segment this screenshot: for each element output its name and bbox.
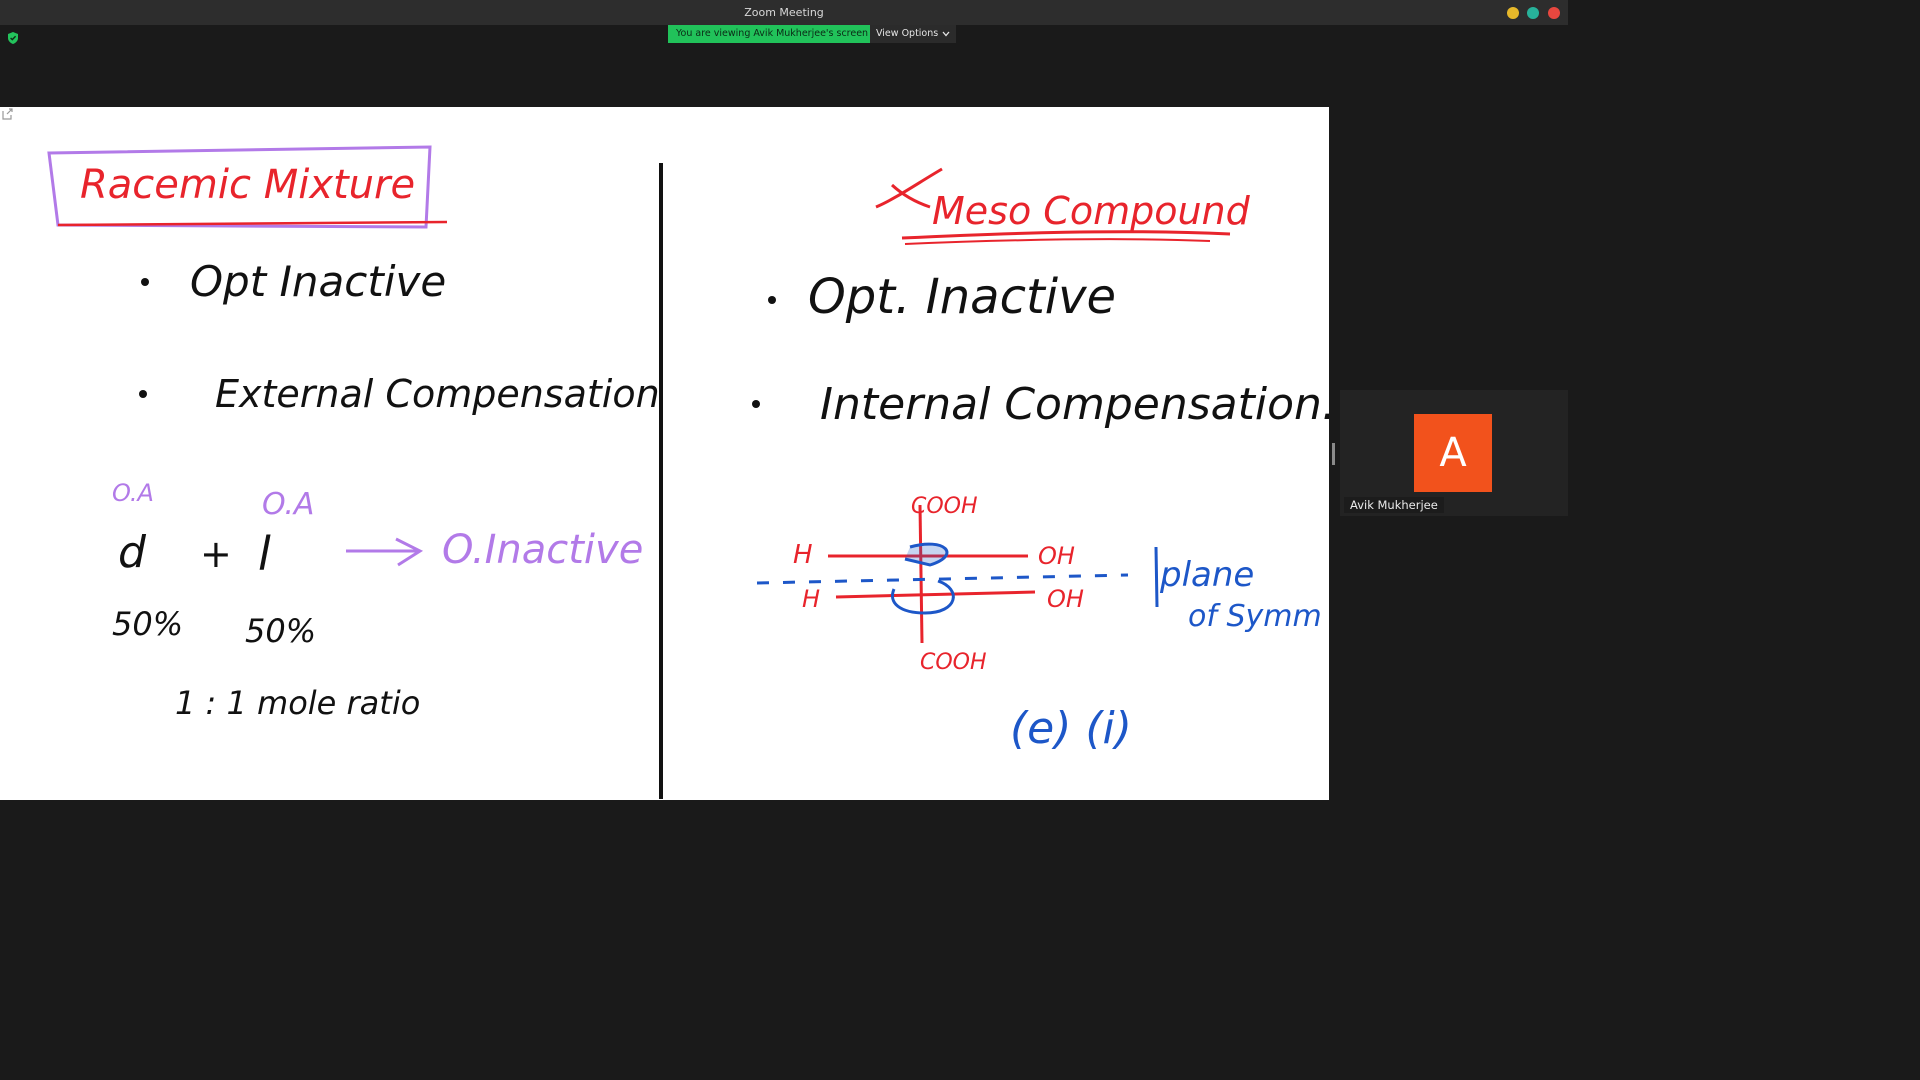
label-oa-d: O.A [112, 479, 154, 507]
view-options-button[interactable]: View Options [870, 25, 957, 43]
cooh-top: COOH [911, 494, 978, 519]
percent-l: 50% [245, 612, 317, 650]
bullet-dot [752, 400, 760, 408]
bullet-dot [141, 278, 149, 286]
meso-label: (e) (i) [1010, 703, 1132, 754]
bullet-dot [139, 390, 147, 398]
close-button[interactable] [1548, 7, 1560, 19]
plane-label: plane [1160, 555, 1255, 595]
avatar[interactable]: A [1414, 414, 1492, 492]
encryption-shield-icon[interactable] [6, 31, 20, 45]
left-bullet-external-compensation: External Compensation [215, 372, 660, 416]
bullet-dot [768, 296, 776, 304]
optically-inactive-result: O.Inactive [442, 527, 644, 573]
right-bullet-opt-inactive: Opt. Inactive [808, 269, 1117, 325]
racemic-mixture-title: Racemic Mixture [80, 162, 416, 208]
window-titlebar: Zoom Meeting [0, 0, 1568, 25]
mole-ratio: 1 : 1 mole ratio [175, 684, 421, 722]
share-annotation-icon[interactable] [0, 107, 14, 121]
letter-d: d [118, 527, 146, 578]
h-upper: H [793, 540, 813, 570]
whiteboard-drawing [47, 145, 1231, 799]
meso-compound-title: Meso Compound [932, 189, 1250, 233]
minimize-button[interactable] [1507, 7, 1519, 19]
of-symmetry-label: of Symm [1188, 599, 1322, 634]
right-bullet-internal-compensation: Internal Compensation. [820, 379, 1329, 430]
left-bullet-opt-inactive: Opt Inactive [190, 257, 447, 306]
avatar-initial: A [1439, 430, 1467, 476]
maximize-button[interactable] [1527, 7, 1539, 19]
view-options-label: View Options [876, 28, 939, 39]
letter-l: l [258, 527, 271, 581]
label-oa-l: O.A [262, 487, 315, 522]
plus-sign: + [200, 532, 232, 576]
chevron-down-icon [942, 31, 950, 37]
participant-name: Avik Mukherjee [1344, 497, 1444, 513]
viewing-screen-banner: You are viewing Avik Mukherjee's screen [668, 25, 877, 43]
oh-lower: OH [1047, 585, 1084, 613]
h-lower: H [802, 585, 821, 613]
panel-resize-handle[interactable] [1332, 443, 1335, 465]
oh-upper: OH [1038, 542, 1075, 570]
window-title: Zoom Meeting [744, 6, 824, 19]
cooh-bottom: COOH [920, 650, 987, 675]
shared-screen-whiteboard: Racemic Mixture Opt Inactive External Co… [0, 107, 1329, 800]
percent-d: 50% [112, 605, 184, 643]
